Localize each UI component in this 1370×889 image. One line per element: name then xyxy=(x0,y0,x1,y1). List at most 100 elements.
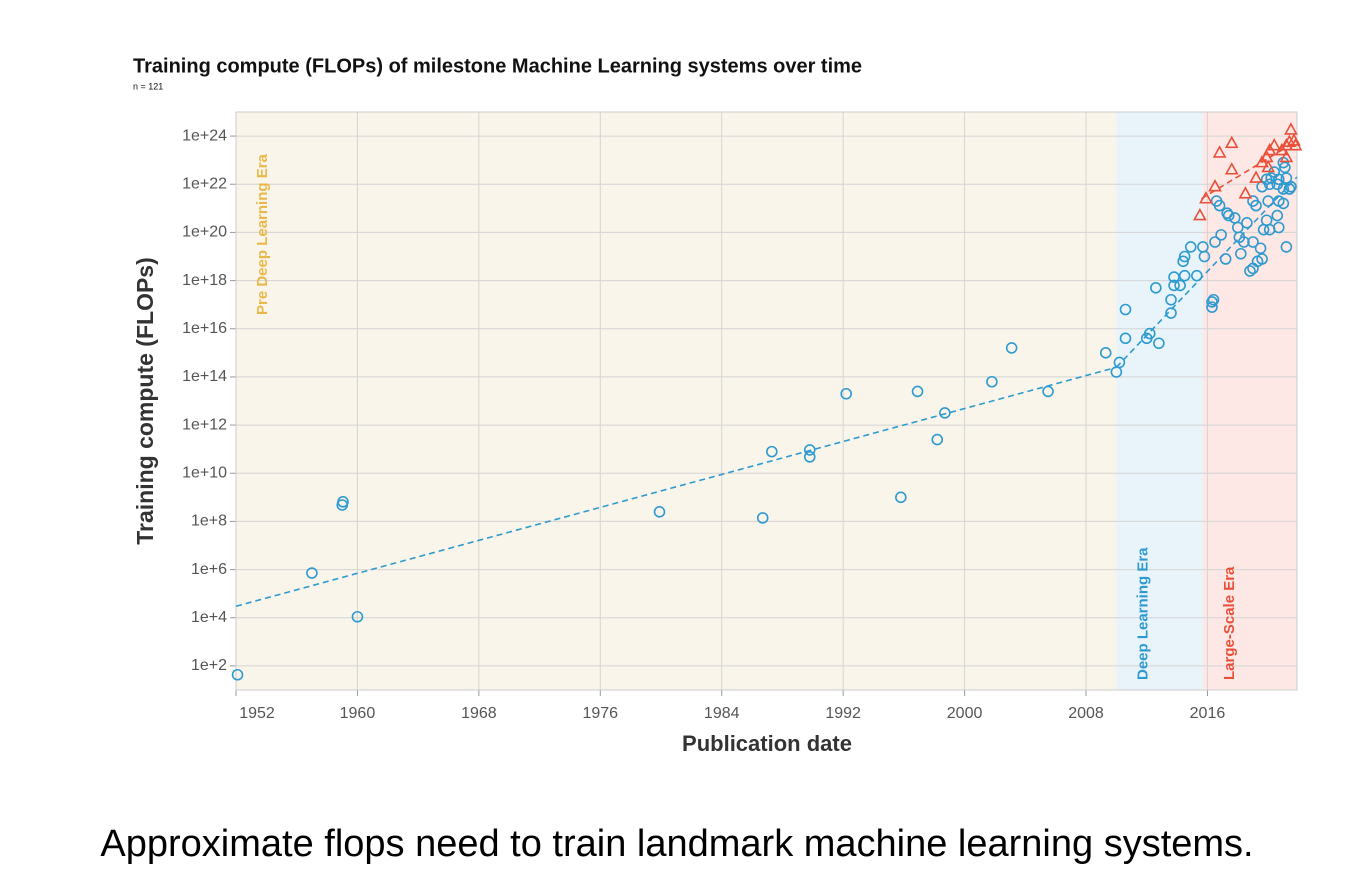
data-point xyxy=(1224,135,1239,149)
data-point xyxy=(1005,342,1018,354)
data-point xyxy=(653,506,666,518)
data-point xyxy=(1184,241,1197,253)
x-tick-label: 1984 xyxy=(704,705,740,722)
data-point xyxy=(1263,178,1276,191)
data-point xyxy=(1165,293,1177,306)
data-point xyxy=(803,451,816,463)
data-point xyxy=(1272,173,1285,186)
plot-frame xyxy=(235,111,1298,691)
data-point xyxy=(766,445,778,458)
x-tick-label: 2008 xyxy=(1068,705,1104,722)
data-point xyxy=(1265,172,1277,184)
era-label: Large-Scale Era xyxy=(1221,566,1238,680)
data-point xyxy=(1280,172,1293,184)
x-tick-label: 1960 xyxy=(340,705,376,722)
y-tick-label: 1e+22 xyxy=(182,175,227,192)
x-axis-label: Publication date xyxy=(682,731,852,756)
data-point xyxy=(1238,186,1253,199)
data-point xyxy=(1206,301,1218,313)
data-point xyxy=(1168,279,1180,292)
data-point xyxy=(1193,207,1207,221)
grid xyxy=(230,111,1298,696)
data-point xyxy=(1279,149,1294,163)
data-point xyxy=(840,387,852,400)
data-point xyxy=(1198,250,1211,263)
data-point xyxy=(1177,255,1189,268)
data-point xyxy=(1254,242,1267,255)
era-band xyxy=(1116,112,1203,690)
data-point xyxy=(1150,282,1162,294)
data-point xyxy=(1288,138,1303,151)
y-tick-label: 1e+14 xyxy=(182,368,227,385)
data-point xyxy=(1209,236,1221,248)
data-point xyxy=(1272,221,1285,234)
data-point xyxy=(1191,269,1203,282)
y-tick-label: 1e+20 xyxy=(182,224,227,241)
data-point xyxy=(1143,327,1156,340)
data-point xyxy=(351,610,364,623)
data-point xyxy=(1271,209,1284,222)
x-tick-label: 2016 xyxy=(1190,705,1226,722)
data-point xyxy=(1250,199,1262,212)
data-point xyxy=(1256,253,1268,265)
data-point xyxy=(1174,279,1186,292)
data-point xyxy=(1222,209,1235,222)
data-point xyxy=(1119,332,1132,345)
trend-line xyxy=(1200,140,1298,200)
era-label: Pre Deep Learning Era xyxy=(254,153,271,315)
x-tick-label: 1968 xyxy=(461,705,497,722)
data-point xyxy=(306,567,318,579)
data-point xyxy=(1277,197,1290,210)
y-tick-label: 1e+24 xyxy=(182,127,227,144)
data-point xyxy=(1208,179,1222,192)
data-point xyxy=(1238,236,1250,248)
data-point xyxy=(1178,250,1191,263)
data-point xyxy=(803,444,816,456)
data-point xyxy=(1113,356,1126,369)
data-point xyxy=(1042,385,1054,398)
data-point xyxy=(1267,138,1282,151)
x-tick-label: 1952 xyxy=(239,705,275,722)
trend-line xyxy=(235,366,1117,608)
data-point xyxy=(911,385,924,398)
chart-title: Training compute (FLOPs) of milestone Ma… xyxy=(133,55,862,77)
y-tick-label: 1e+10 xyxy=(182,464,227,481)
data-point xyxy=(1241,217,1253,229)
data-point xyxy=(1282,134,1297,147)
data-point xyxy=(1285,180,1297,193)
data-point xyxy=(1247,236,1259,248)
data-point xyxy=(986,375,998,388)
era-backgrounds xyxy=(236,112,1297,690)
y-tick-label: 1e+2 xyxy=(191,657,227,674)
data-point xyxy=(1284,122,1298,135)
x-tick-label: 1992 xyxy=(825,705,861,722)
data-point xyxy=(756,512,769,524)
data-point xyxy=(895,491,907,504)
data-point xyxy=(231,668,244,681)
data-point xyxy=(337,496,349,508)
y-tick-label: 1e+18 xyxy=(182,272,227,289)
era-label: Deep Learning Era xyxy=(1134,547,1151,680)
data-point xyxy=(1199,191,1213,204)
data-point xyxy=(1280,241,1293,253)
data-point xyxy=(1261,159,1276,173)
y-axis-label: Training compute (FLOPs) xyxy=(132,257,158,545)
x-tick-label: 1976 xyxy=(582,705,618,722)
data-point xyxy=(1249,170,1263,183)
y-tick-label: 1e+16 xyxy=(182,320,227,337)
trend-line xyxy=(1115,176,1298,368)
data-point xyxy=(1178,269,1191,282)
data-point xyxy=(1277,183,1290,195)
data-point xyxy=(1207,293,1220,306)
data-point xyxy=(1244,265,1256,277)
data-point xyxy=(1206,296,1218,308)
data-point xyxy=(1287,133,1301,146)
data-point xyxy=(931,433,944,446)
data-point xyxy=(1259,149,1274,163)
data-point xyxy=(1213,199,1226,212)
data-point xyxy=(1224,162,1239,175)
caption: Approximate flops need to train landmark… xyxy=(100,823,1253,865)
data-point xyxy=(1119,303,1132,316)
chart-subtitle: n = 121 xyxy=(133,81,163,91)
